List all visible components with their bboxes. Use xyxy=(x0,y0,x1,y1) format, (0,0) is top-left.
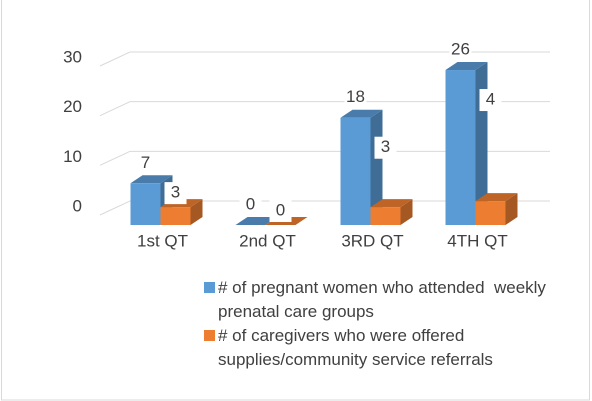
data-label: 3 xyxy=(381,137,390,156)
bar-top xyxy=(445,62,488,71)
bar-front xyxy=(445,70,476,225)
bar xyxy=(475,193,518,225)
data-label: 7 xyxy=(141,153,150,172)
data-label-bg xyxy=(239,194,262,216)
bar-front xyxy=(130,183,161,225)
bar-front xyxy=(370,207,401,225)
legend-item: # of pregnant women who attended weekly … xyxy=(204,276,578,324)
grid-line xyxy=(99,101,550,117)
bar xyxy=(235,217,278,225)
data-label-bg xyxy=(269,200,292,222)
bar-top xyxy=(235,217,278,225)
data-label: 4 xyxy=(486,90,495,109)
data-label: 18 xyxy=(346,87,365,106)
legend-item: # of caregivers who were offered supplie… xyxy=(204,324,578,372)
y-tick-label: 0 xyxy=(73,196,82,215)
bar-top xyxy=(370,199,413,208)
bar-top xyxy=(475,193,518,202)
x-tick-label: 3RD QT xyxy=(341,231,403,250)
bar xyxy=(160,199,203,225)
data-label-bg xyxy=(134,152,157,175)
bar xyxy=(370,199,413,225)
bar-front xyxy=(475,201,506,225)
data-label: 0 xyxy=(276,200,285,219)
x-tick-label: 1st QT xyxy=(137,231,188,250)
bar-front xyxy=(340,117,371,225)
grid-line xyxy=(99,51,550,67)
y-tick-label: 10 xyxy=(63,147,82,166)
grid-line xyxy=(99,150,550,166)
data-label-bg xyxy=(449,39,472,62)
y-tick-label: 30 xyxy=(63,47,82,66)
bar-side xyxy=(505,193,518,225)
data-label: 3 xyxy=(171,183,180,202)
data-label-bg xyxy=(164,182,187,205)
data-label-bg xyxy=(374,136,397,159)
x-tick-label: 2nd QT xyxy=(239,231,296,250)
legend-swatch xyxy=(204,330,215,341)
bar-side xyxy=(400,199,413,225)
data-label: 0 xyxy=(246,194,255,213)
bar-front xyxy=(160,207,191,225)
y-tick-label: 20 xyxy=(63,97,82,116)
data-label: 26 xyxy=(451,40,470,59)
x-tick-label: 4TH QT xyxy=(447,231,507,250)
legend-swatch xyxy=(204,282,215,293)
data-label-bg xyxy=(479,89,502,112)
bar-side xyxy=(190,199,203,225)
bar-top xyxy=(340,109,383,118)
legend-label: # of caregivers who were offered supplie… xyxy=(218,326,493,369)
data-label-bg xyxy=(344,86,367,109)
bar-top xyxy=(130,175,173,184)
legend-label: # of pregnant women who attended weekly … xyxy=(218,278,551,321)
